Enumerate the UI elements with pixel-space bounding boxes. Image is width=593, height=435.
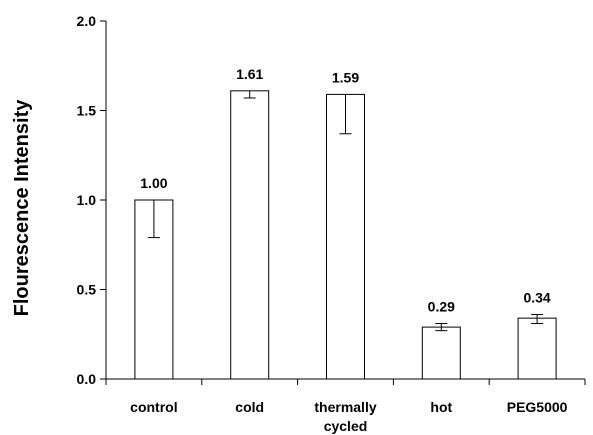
bar — [230, 90, 270, 380]
x-category-label: control — [130, 399, 177, 415]
data-label: 0.29 — [428, 299, 455, 315]
x-category-label: cycled — [324, 418, 368, 434]
x-category-label: hot — [430, 399, 452, 415]
data-label: 1.00 — [140, 175, 167, 191]
y-tick-labels: 0.0 0.5 1.0 1.5 2.0 — [77, 13, 106, 387]
value-labels: 1.00 1.61 1.59 0.29 0.34 — [140, 66, 551, 315]
y-tick-label: 1.0 — [77, 192, 97, 208]
y-tick-label: 0.0 — [77, 371, 97, 387]
data-label: 0.34 — [523, 290, 550, 306]
x-category-label: cold — [235, 399, 264, 415]
data-label: 1.61 — [236, 66, 263, 82]
y-tick-label: 0.5 — [77, 282, 97, 298]
x-category-label: thermally — [314, 399, 376, 415]
bar — [517, 317, 557, 380]
y-tick-label: 2.0 — [77, 13, 97, 29]
bars — [134, 90, 557, 380]
bar — [421, 326, 461, 380]
error-bars — [147, 90, 544, 332]
y-axis-label-group: Flourescence Intensity — [11, 99, 33, 317]
y-axis-title: Flourescence Intensity — [11, 99, 33, 317]
x-category-label: PEG5000 — [507, 399, 568, 415]
y-tick-label: 1.5 — [77, 103, 97, 119]
bar — [326, 93, 365, 380]
x-tick-labels: control cold thermally cycled hot PEG5000 — [105, 379, 586, 434]
data-label: 1.59 — [332, 69, 359, 85]
